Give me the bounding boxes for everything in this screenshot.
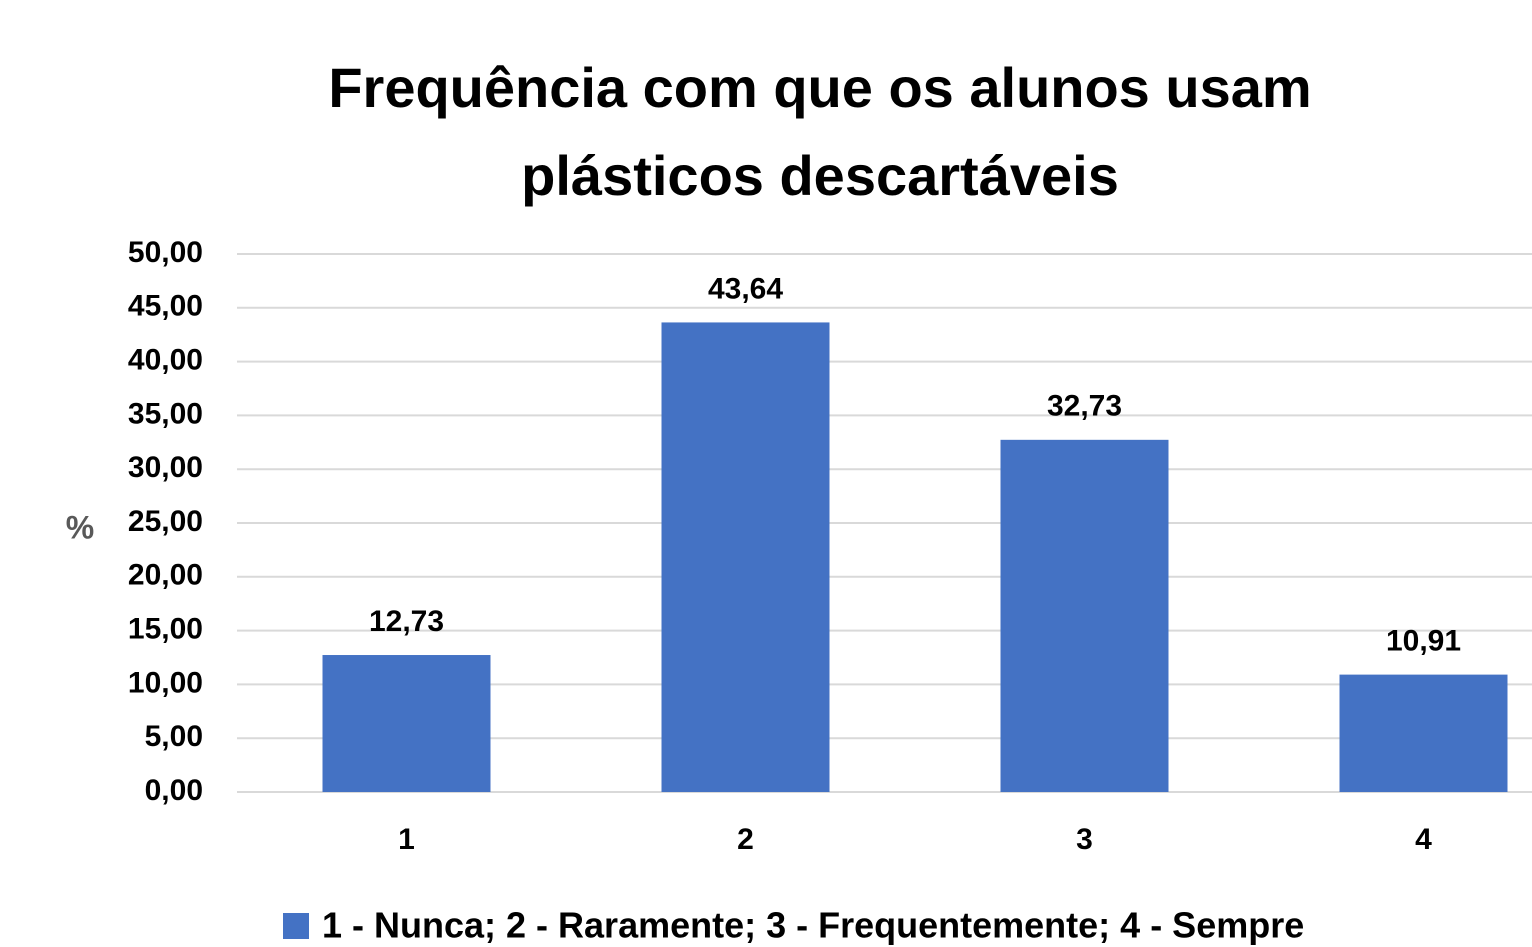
x-tick-label: 2 xyxy=(737,823,754,856)
value-label: 43,64 xyxy=(708,272,783,305)
bar xyxy=(1339,674,1508,792)
y-tick-label: 40,00 xyxy=(128,344,203,377)
y-tick-label: 50,00 xyxy=(128,236,203,269)
chart-title: Frequência com que os alunos usam plásti… xyxy=(328,56,1312,207)
value-label: 12,73 xyxy=(369,605,444,638)
y-tick-label: 25,00 xyxy=(128,505,203,538)
y-tick-label: 20,00 xyxy=(128,559,203,592)
x-tick-label: 4 xyxy=(1415,823,1432,856)
legend-label: 1 - Nunca; 2 - Raramente; 3 - Frequentem… xyxy=(322,905,1304,946)
bar xyxy=(1000,439,1169,792)
bar xyxy=(322,655,491,792)
y-tick-label: 15,00 xyxy=(128,613,203,646)
y-tick-label: 5,00 xyxy=(145,720,203,753)
y-tick-label: 30,00 xyxy=(128,451,203,484)
y-tick-label: 45,00 xyxy=(128,290,203,323)
y-tick-label: 35,00 xyxy=(128,397,203,430)
legend-swatch xyxy=(283,913,309,939)
x-tick-label: 1 xyxy=(398,823,415,856)
y-tick-label: 0,00 xyxy=(145,774,203,807)
value-label: 10,91 xyxy=(1386,625,1461,658)
y-axis-label: % xyxy=(66,509,94,545)
bar xyxy=(661,322,830,792)
y-tick-label: 10,00 xyxy=(128,666,203,699)
x-tick-label: 3 xyxy=(1076,823,1093,856)
value-label: 32,73 xyxy=(1047,390,1122,423)
